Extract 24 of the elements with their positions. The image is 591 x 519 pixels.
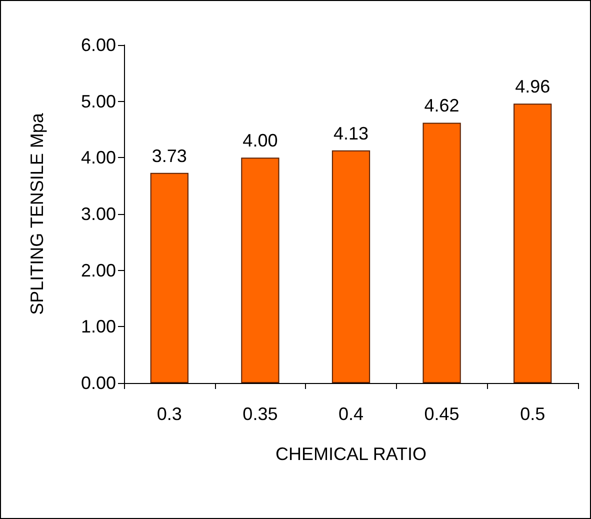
data-label: 3.73	[152, 146, 187, 166]
data-label: 4.13	[333, 123, 369, 144]
data-label: 4.96	[515, 76, 550, 97]
y-tick-label: 0.00	[80, 373, 116, 393]
x-tick-label: 0.3	[156, 404, 182, 424]
x-tick-label: 0.5	[520, 404, 546, 424]
y-axis-title: SPLITING TENSILE Mpa	[27, 112, 47, 315]
x-tick-label: 0.45	[424, 404, 460, 424]
x-axis-title: CHEMICAL RATIO	[275, 444, 427, 464]
bar	[150, 172, 188, 383]
bar	[514, 104, 552, 383]
y-tick-label: 3.00	[80, 204, 116, 224]
data-label: 4.62	[424, 96, 460, 116]
bar	[422, 122, 461, 383]
data-label: 4.00	[242, 130, 278, 151]
y-tick-label: 1.00	[80, 316, 116, 337]
y-tick-label: 6.00	[80, 35, 116, 55]
x-tick-label: 0.4	[338, 404, 364, 424]
y-tick-label: 5.00	[80, 91, 116, 112]
y-tick-label: 4.00	[80, 148, 116, 168]
x-tick-label: 0.35	[242, 404, 278, 424]
bar	[241, 158, 280, 383]
bar	[332, 150, 370, 383]
y-tick-label: 2.00	[80, 260, 116, 280]
